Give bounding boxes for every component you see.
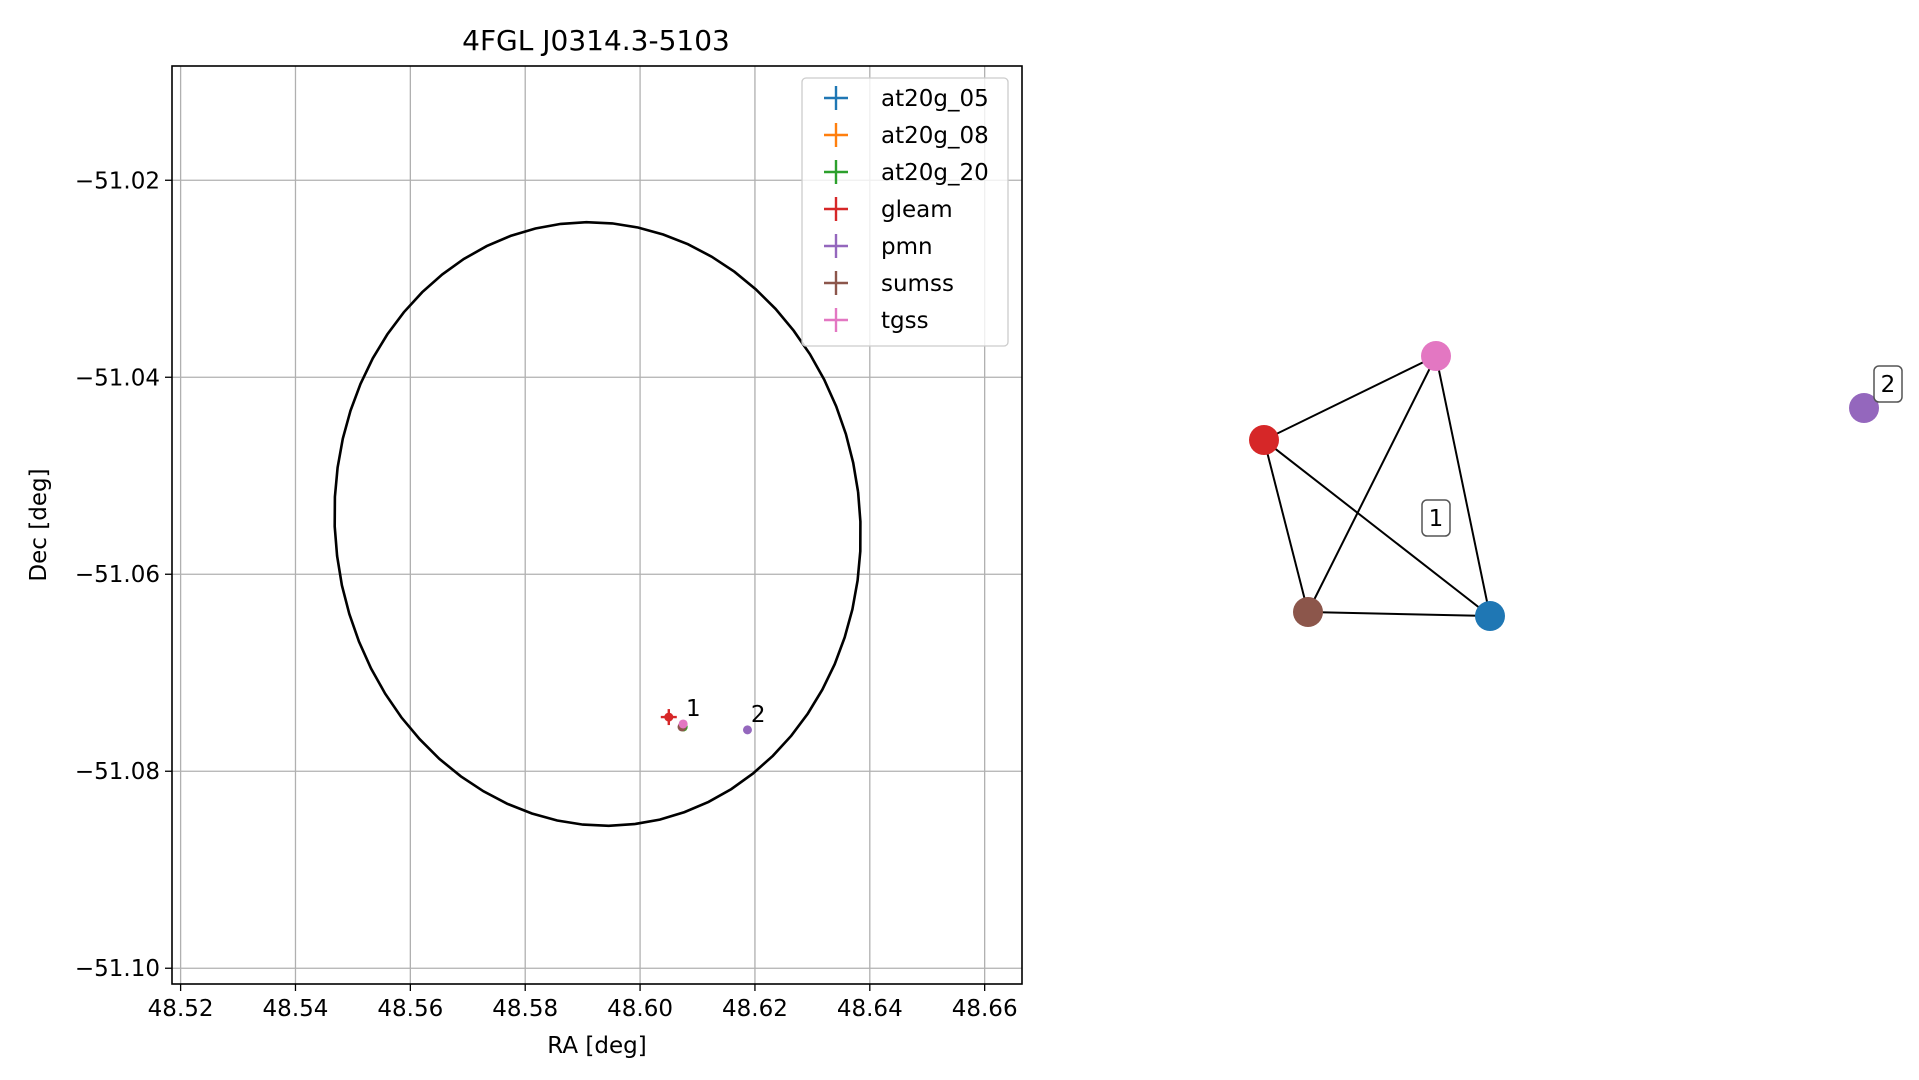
match-network-graph: 12 [1249,341,1903,631]
y-tick-label: −51.08 [75,759,160,785]
x-tick-label: 48.54 [263,996,329,1022]
uncertainty-ellipse-layer [333,220,862,828]
x-tick-label: 48.62 [722,996,788,1022]
node-at20g [1475,601,1505,631]
node-sumss [1293,597,1323,627]
edge-gleam-tgss [1263,355,1437,441]
network-label-1: 1 [1421,499,1451,537]
x-axis-ticks: 48.52 48.54 48.56 48.58 48.60 48.62 48.64 48.66 [148,984,1018,1022]
x-tick-label: 48.56 [377,996,443,1022]
legend-label: pmn [881,234,933,260]
x-tick-label: 48.58 [492,996,558,1022]
x-tick-label: 48.60 [607,996,673,1022]
x-tick-label: 48.64 [837,996,903,1022]
x-tick-label: 48.66 [952,996,1018,1022]
network-labels: 12 [1421,365,1903,537]
node-gleam [1249,425,1279,455]
plot-frame [171,65,1023,985]
y-axis-label: Dec [deg] [26,468,52,581]
legend-item-at20g_08: at20g_08 [824,123,989,149]
legend-label: sumss [881,271,954,297]
cluster-label-1: 1 [686,696,701,722]
y-axis-ticks: −51.02 −51.04 −51.06 −51.08 −51.10 [75,168,172,982]
network-label-2: 2 [1873,365,1903,403]
node-tgss [1421,341,1451,371]
x-tick-label: 48.52 [148,996,214,1022]
legend-item-at20g_20: at20g_20 [824,160,989,186]
grid [172,66,1022,984]
edge-gleam-sumss [1263,439,1309,613]
y-tick-label: −51.06 [75,562,160,588]
network-label-text: 2 [1881,372,1896,398]
point-pmn [742,725,752,735]
data-points-layer [660,709,752,735]
edge-gleam-at20g [1263,439,1491,617]
point-gleam [660,709,677,726]
legend-label: tgss [881,308,929,334]
network-nodes [1249,341,1879,631]
chart-title: 4FGL J0314.3-5103 [462,24,730,57]
legend-label: at20g_05 [881,86,989,112]
legend-label: at20g_20 [881,160,989,186]
edge-tgss-sumss [1307,355,1437,613]
y-tick-label: −51.10 [75,956,160,982]
y-tick-label: −51.02 [75,168,160,194]
legend-label: at20g_08 [881,123,989,149]
legend-item-pmn: pmn [824,234,933,260]
legend-label: gleam [881,197,953,223]
edge-tgss-at20g [1435,355,1491,617]
legend-item-gleam: gleam [824,197,953,223]
y-tick-label: −51.04 [75,365,160,391]
legend-box [801,77,1009,347]
cluster-label-2: 2 [751,702,766,728]
edge-sumss-at20g [1307,611,1491,617]
point-tgss [678,719,688,729]
node-pmn [1849,393,1879,423]
x-axis-label: RA [deg] [547,1033,646,1059]
network-label-text: 1 [1429,506,1444,532]
legend-item-tgss: tgss [824,308,929,334]
error-ellipse [333,220,862,828]
legend-item-at20g_05: at20g_05 [824,86,989,112]
legend-item-sumss: sumss [824,271,954,297]
network-edges [1263,355,1491,617]
